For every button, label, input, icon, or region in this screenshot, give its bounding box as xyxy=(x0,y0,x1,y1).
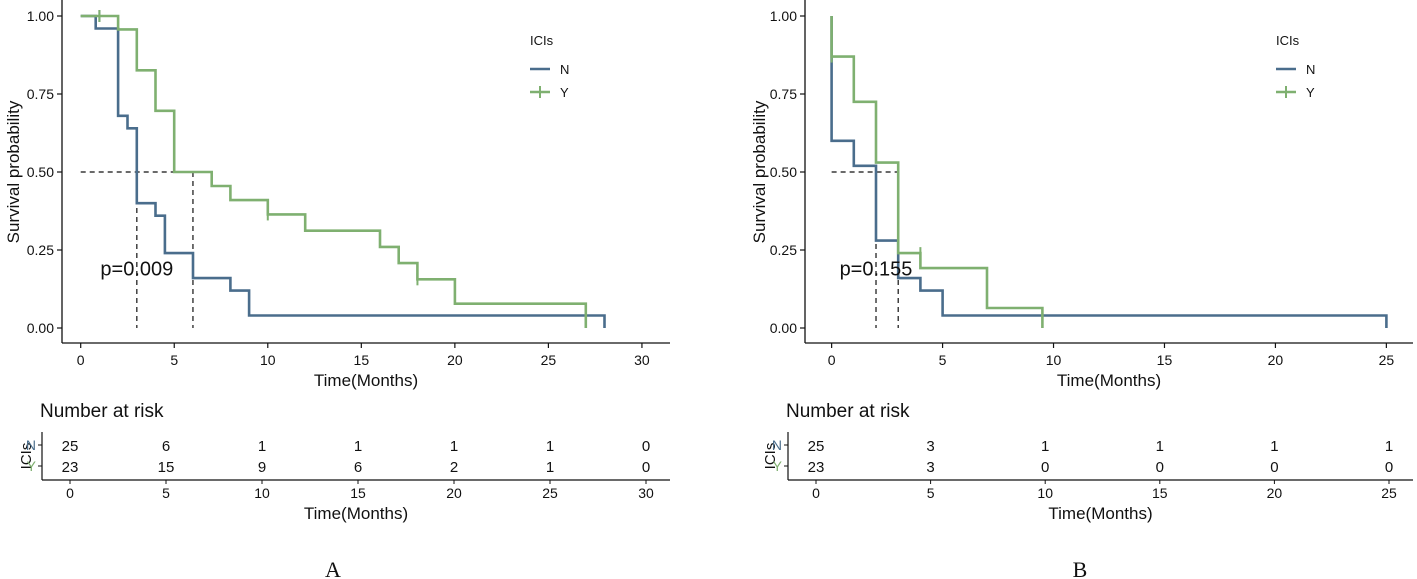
risk-x-tick-label: 25 xyxy=(542,485,558,501)
panel-label-a: A xyxy=(325,557,341,579)
y-tick-label: 0.50 xyxy=(770,164,797,180)
x-tick-label: 15 xyxy=(1157,352,1173,368)
x-tick-label: 30 xyxy=(634,352,650,368)
risk-count-n: 1 xyxy=(546,438,554,455)
risk-count-y: 0 xyxy=(1041,459,1049,476)
risk-row-label-y: Y xyxy=(27,458,37,474)
y-tick-label: 0.75 xyxy=(27,86,54,102)
risk-count-y: 0 xyxy=(1156,459,1164,476)
risk-count-n: 25 xyxy=(62,438,79,455)
risk-x-tick-label: 15 xyxy=(350,485,366,501)
risk-x-tick-label: 10 xyxy=(254,485,270,501)
x-tick-label: 5 xyxy=(170,352,178,368)
risk-x-axis-title: Time(Months) xyxy=(304,504,408,523)
risk-count-y: 0 xyxy=(642,459,650,476)
y-tick-label: 0.00 xyxy=(770,320,797,336)
legend-label-y: Y xyxy=(560,85,569,100)
risk-x-tick-label: 5 xyxy=(162,485,170,501)
risk-count-n: 1 xyxy=(1041,438,1049,455)
x-tick-label: 25 xyxy=(541,352,557,368)
risk-strata-label: ICIs xyxy=(18,443,35,470)
risk-count-y: 15 xyxy=(158,459,175,476)
risk-count-n: 0 xyxy=(642,438,650,455)
panel-b: 0.000.250.500.751.000 5 10 15 20 25Time(Month… xyxy=(750,0,1413,523)
risk-count-y: 23 xyxy=(62,459,79,476)
risk-count-y: 1 xyxy=(546,459,554,476)
risk-x-tick-label: 25 xyxy=(1381,485,1397,501)
risk-x-tick-label: 5 xyxy=(927,485,935,501)
y-tick-label: 0.75 xyxy=(770,86,797,102)
legend-label-n: N xyxy=(1306,62,1315,77)
risk-x-tick-label: 0 xyxy=(812,485,820,501)
x-axis-title: Time(Months) xyxy=(1057,371,1161,390)
x-tick-label: 10 xyxy=(1046,352,1062,368)
risk-count-n: 1 xyxy=(450,438,458,455)
p-value-annotation: p=0.009 xyxy=(100,259,173,281)
y-tick-label: 0.00 xyxy=(27,320,54,336)
risk-x-tick-label: 0 xyxy=(66,485,74,501)
risk-table-title: Number at risk xyxy=(40,401,164,422)
y-tick-label: 1.00 xyxy=(770,8,797,24)
risk-x-tick-label: 20 xyxy=(1267,485,1283,501)
y-axis-title: Survival probability xyxy=(750,100,769,243)
legend-label-y: Y xyxy=(1306,85,1315,100)
risk-x-tick-label: 10 xyxy=(1037,485,1053,501)
risk-count-y: 2 xyxy=(450,459,458,476)
panel-a: 0.000.250.500.751.000 5 10 15 20 25 30Time(Mon… xyxy=(4,0,670,523)
risk-row-label-n: N xyxy=(772,437,782,453)
risk-count-y: 23 xyxy=(808,459,825,476)
risk-count-n: 25 xyxy=(808,438,825,455)
risk-strata-label: ICIs xyxy=(762,443,779,470)
y-tick-label: 1.00 xyxy=(27,8,54,24)
y-tick-label: 0.25 xyxy=(770,242,797,258)
y-tick-label: 0.25 xyxy=(27,242,54,258)
x-tick-label: 0 xyxy=(77,352,85,368)
risk-count-n: 1 xyxy=(258,438,266,455)
risk-count-n: 1 xyxy=(1156,438,1164,455)
risk-count-n: 1 xyxy=(1385,438,1393,455)
risk-count-y: 3 xyxy=(926,459,934,476)
risk-count-n: 1 xyxy=(354,438,362,455)
x-tick-label: 20 xyxy=(1268,352,1284,368)
x-tick-label: 0 xyxy=(828,352,836,368)
risk-x-axis-title: Time(Months) xyxy=(1048,504,1152,523)
y-axis-title: Survival probability xyxy=(4,100,23,243)
risk-count-y: 6 xyxy=(354,459,362,476)
risk-table-title: Number at risk xyxy=(786,401,910,422)
risk-count-n: 1 xyxy=(1270,438,1278,455)
x-tick-label: 10 xyxy=(260,352,276,368)
y-tick-label: 0.50 xyxy=(27,164,54,180)
risk-count-y: 9 xyxy=(258,459,266,476)
x-axis-title: Time(Months) xyxy=(314,371,418,390)
risk-x-tick-label: 15 xyxy=(1152,485,1168,501)
survival-curve-y xyxy=(830,16,1044,328)
x-tick-label: 20 xyxy=(447,352,463,368)
risk-count-n: 3 xyxy=(926,438,934,455)
risk-count-y: 0 xyxy=(1385,459,1393,476)
risk-row-label-y: Y xyxy=(773,458,783,474)
x-tick-label: 15 xyxy=(354,352,370,368)
panel-label-b: B xyxy=(1073,557,1088,579)
legend-title: ICIs xyxy=(530,33,554,48)
legend-title: ICIs xyxy=(1276,33,1300,48)
risk-count-n: 6 xyxy=(162,438,170,455)
risk-row-label-n: N xyxy=(26,437,36,453)
risk-count-y: 0 xyxy=(1270,459,1278,476)
survival-curve-n xyxy=(830,16,1388,328)
p-value-annotation: p=0.155 xyxy=(840,259,913,281)
risk-x-tick-label: 20 xyxy=(446,485,462,501)
survival-curve-n xyxy=(80,14,606,328)
x-tick-label: 25 xyxy=(1379,352,1395,368)
legend-label-n: N xyxy=(560,62,569,77)
risk-x-tick-label: 30 xyxy=(638,485,654,501)
x-tick-label: 5 xyxy=(939,352,947,368)
